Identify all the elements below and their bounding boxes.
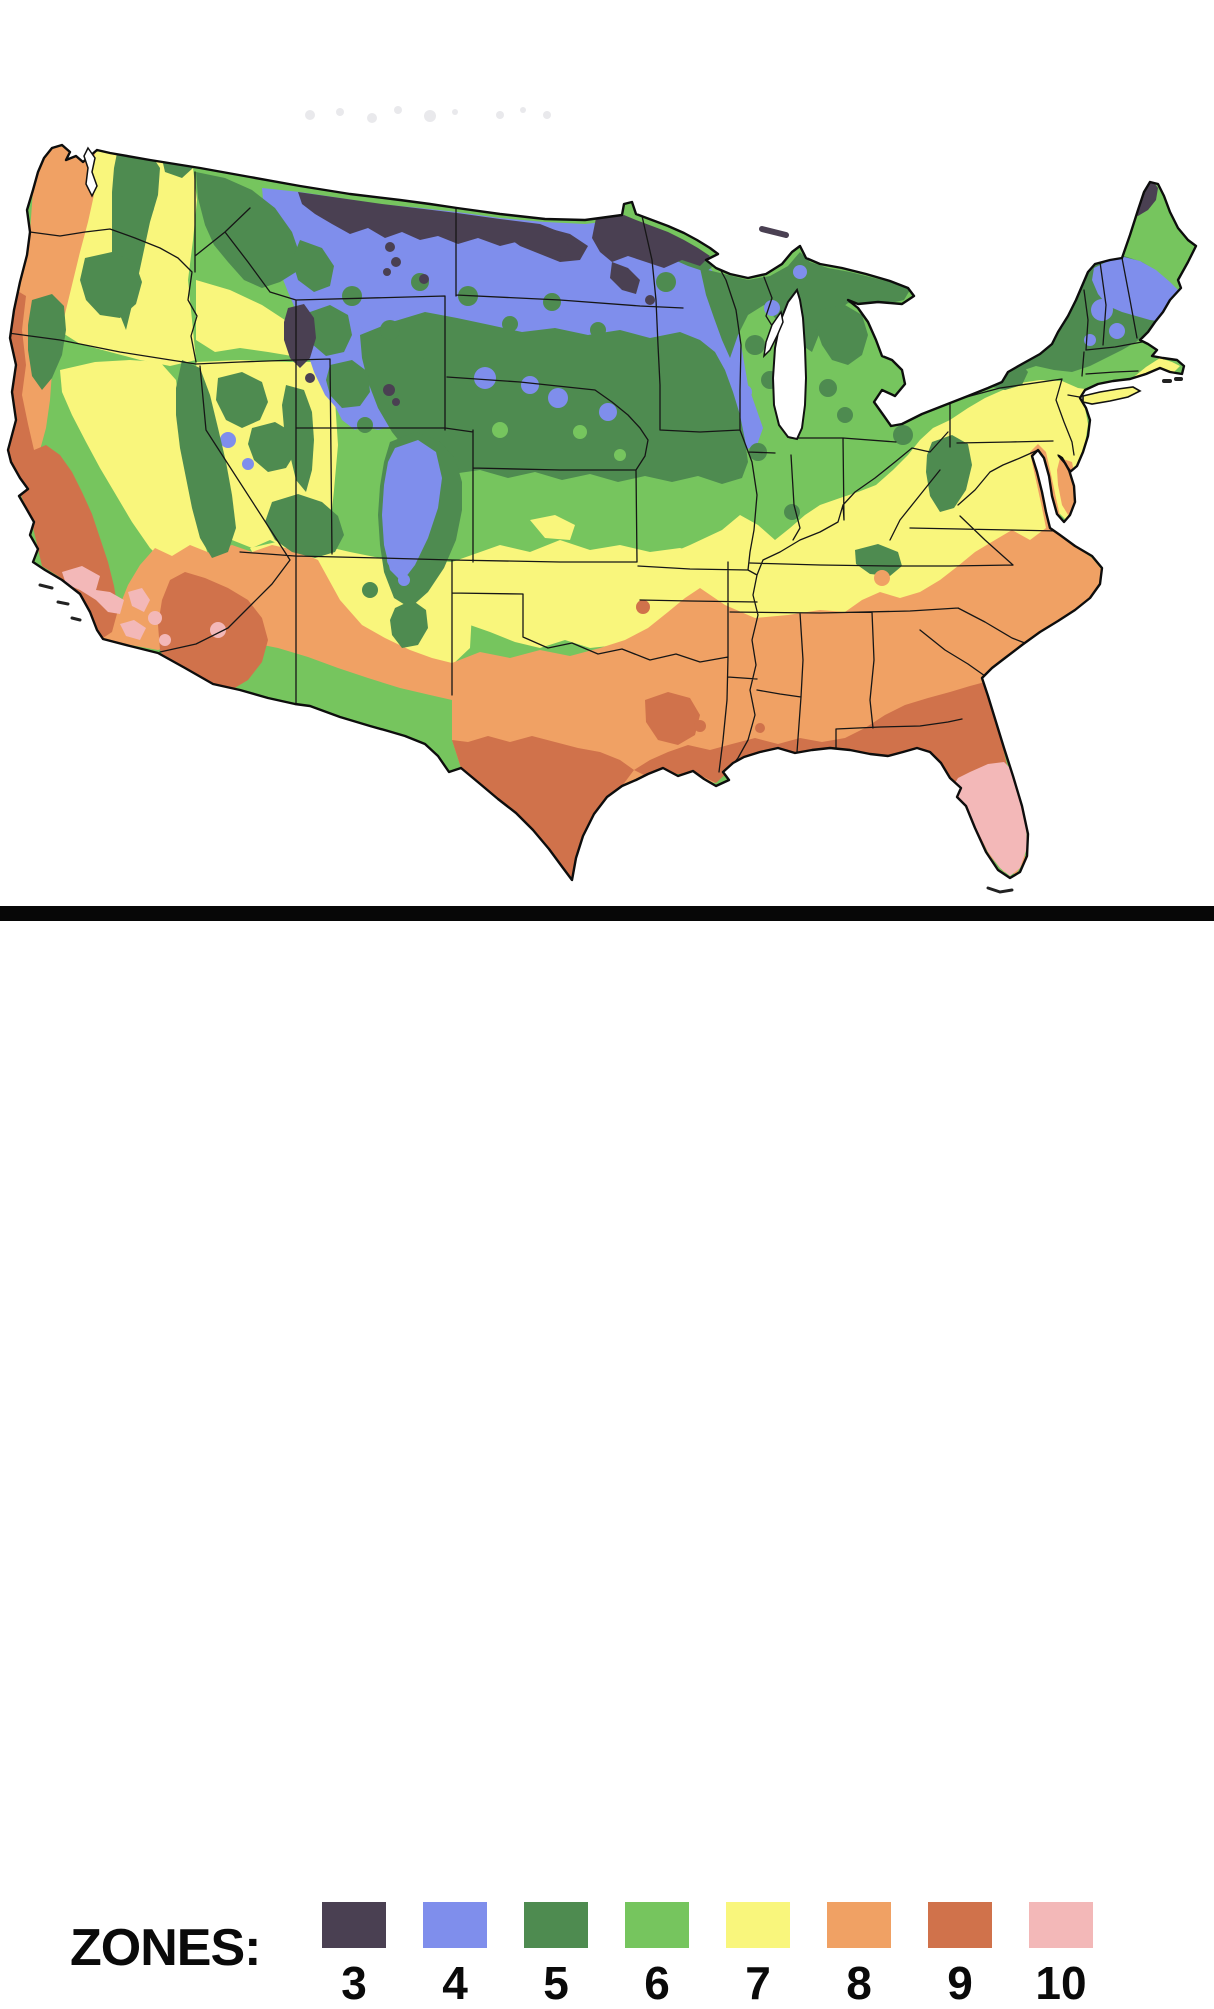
zone-swatch-8 <box>827 1902 891 1948</box>
legend-item-zone-3: 3 <box>322 1902 386 2006</box>
state-borders <box>8 171 1143 773</box>
zone-swatch-4 <box>423 1902 487 1948</box>
legend-item-zone-8: 8 <box>827 1902 891 2006</box>
zone-number-9: 9 <box>947 1957 973 2009</box>
zone-swatch-10 <box>1029 1902 1093 1948</box>
island-marks <box>38 226 1183 894</box>
legend-item-zone-7: 7 <box>726 1902 790 2006</box>
zone-swatch-9 <box>928 1902 992 1948</box>
zone-10-region <box>62 566 1027 876</box>
us-hardiness-map <box>6 106 1198 894</box>
green-bay <box>762 310 784 359</box>
zone-swatch-3 <box>322 1902 386 1948</box>
top-edge-artifacts <box>305 106 551 123</box>
us-outline <box>6 143 1198 882</box>
legend-item-zone-4: 4 <box>423 1902 487 2006</box>
legend-title: ZONES: <box>70 1919 261 1977</box>
legend-items: 3 4 5 6 7 8 9 10 <box>322 1902 1093 2006</box>
zone-swatch-5 <box>524 1902 588 1948</box>
map-canvas <box>6 106 1198 894</box>
legend-item-zone-6: 6 <box>625 1902 689 2006</box>
long-island <box>1082 386 1142 405</box>
zone-3-region <box>284 180 1158 406</box>
legend-item-zone-5: 5 <box>524 1902 588 2006</box>
zone-swatch-7 <box>726 1902 790 1948</box>
zone-number-5: 5 <box>543 1957 569 2009</box>
zone-number-10: 10 <box>1035 1957 1087 2009</box>
puget-sound <box>83 146 98 198</box>
legend-item-zone-9: 9 <box>928 1902 992 2006</box>
legend: ZONES: 3 4 5 6 7 8 9 10 <box>0 940 1214 2006</box>
zone-number-8: 8 <box>846 1957 872 2009</box>
zone-number-6: 6 <box>644 1957 670 2009</box>
zone-swatch-6 <box>625 1902 689 1948</box>
zone-number-3: 3 <box>341 1957 367 2009</box>
zone-number-7: 7 <box>745 1957 771 2009</box>
florida-keys <box>986 886 1014 894</box>
zone-number-4: 4 <box>442 1957 468 2009</box>
separator-bar <box>0 906 1214 921</box>
legend-item-zone-10: 10 <box>1029 1902 1093 2006</box>
